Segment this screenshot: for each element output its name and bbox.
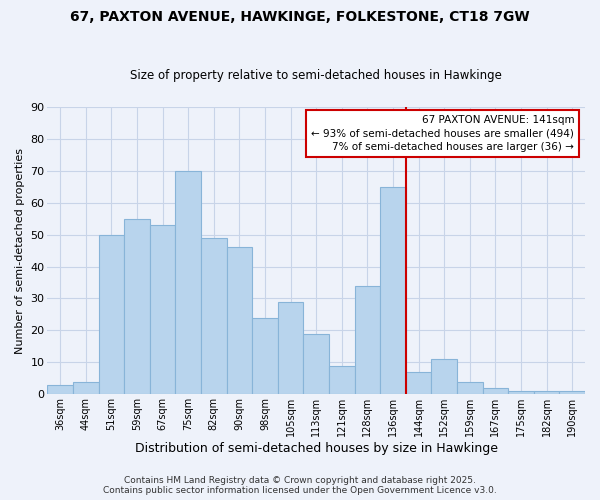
Text: 67 PAXTON AVENUE: 141sqm
← 93% of semi-detached houses are smaller (494)
7% of s: 67 PAXTON AVENUE: 141sqm ← 93% of semi-d… (311, 116, 574, 152)
Bar (124, 218, 150, 394)
Bar (508, 391, 534, 394)
Bar (98, 234, 124, 394)
Text: 67, PAXTON AVENUE, HAWKINGE, FOLKESTONE, CT18 7GW: 67, PAXTON AVENUE, HAWKINGE, FOLKESTONE,… (70, 10, 530, 24)
Bar (457, 382, 482, 394)
Bar (406, 372, 431, 394)
Bar (355, 286, 380, 395)
Bar (329, 366, 355, 394)
Bar (150, 225, 175, 394)
Text: Contains HM Land Registry data © Crown copyright and database right 2025.
Contai: Contains HM Land Registry data © Crown c… (103, 476, 497, 495)
Bar (73, 382, 98, 394)
X-axis label: Distribution of semi-detached houses by size in Hawkinge: Distribution of semi-detached houses by … (135, 442, 498, 455)
Bar (534, 391, 559, 394)
Bar (227, 248, 252, 394)
Bar (47, 384, 73, 394)
Bar (252, 318, 278, 394)
Bar (431, 359, 457, 394)
Bar (559, 391, 585, 394)
Bar (175, 170, 201, 394)
Bar (304, 334, 329, 394)
Bar (201, 238, 227, 394)
Bar (380, 186, 406, 394)
Bar (278, 302, 304, 394)
Bar (482, 388, 508, 394)
Y-axis label: Number of semi-detached properties: Number of semi-detached properties (15, 148, 25, 354)
Title: Size of property relative to semi-detached houses in Hawkinge: Size of property relative to semi-detach… (130, 69, 502, 82)
